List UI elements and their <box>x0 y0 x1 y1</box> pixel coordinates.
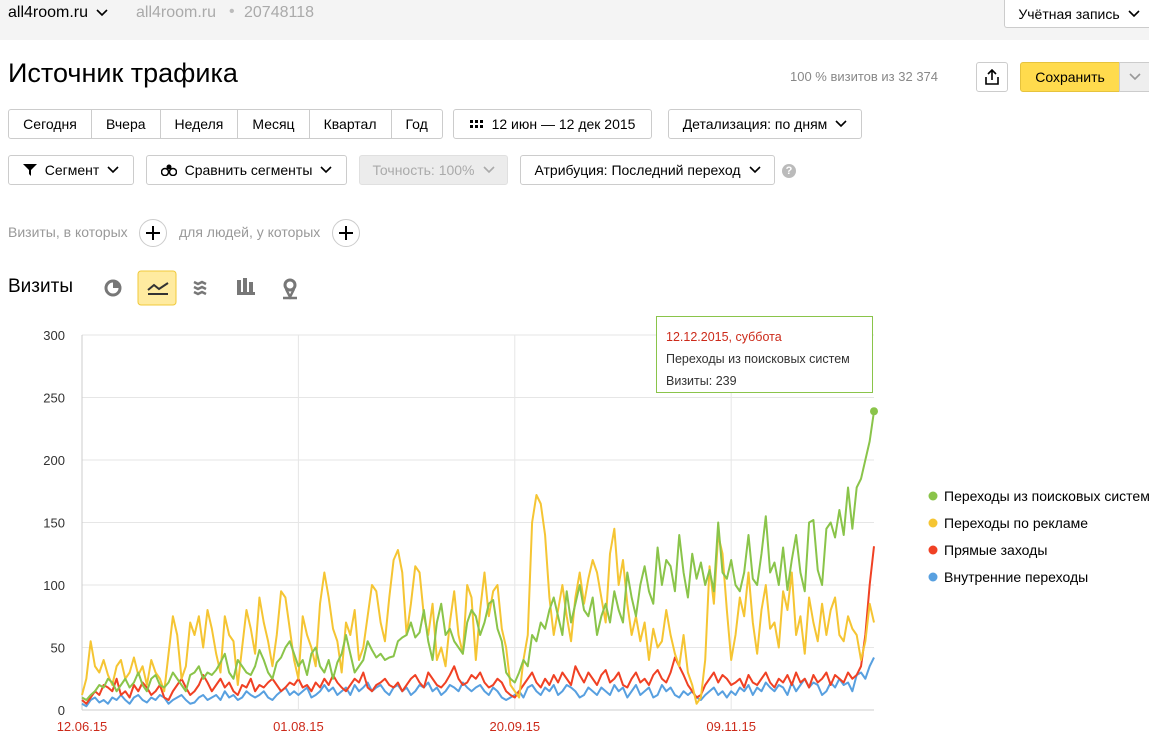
add-people-condition[interactable] <box>332 219 360 247</box>
x-tick-label: 12.06.15 <box>57 719 108 733</box>
plus-icon <box>339 226 353 240</box>
legend-label: Внутренние переходы <box>944 569 1088 585</box>
line-icon[interactable] <box>147 282 169 295</box>
detail-label[interactable]: Детализация: по дням <box>682 116 828 132</box>
share-button[interactable] <box>976 62 1008 92</box>
series-line <box>81 546 875 705</box>
account-label[interactable]: Учётная запись <box>1018 5 1120 22</box>
plus-icon <box>146 226 160 240</box>
site-name[interactable]: all4room.ru <box>8 4 89 21</box>
legend-marker <box>928 545 938 555</box>
bar-icon[interactable] <box>237 278 255 295</box>
chevron <box>107 166 119 174</box>
account-button[interactable]: Учётная запись <box>1004 0 1149 28</box>
detail-button[interactable]: Детализация: по дням <box>668 109 862 139</box>
save-button[interactable]: Сохранить <box>1020 62 1120 92</box>
legend-marker <box>928 518 938 528</box>
top-bar <box>0 0 1149 40</box>
tooltip-series: Переходы из поисковых систем <box>666 352 850 366</box>
tooltip: 12.12.2015, суббота Переходы из поисковы… <box>656 316 873 393</box>
highlight-point <box>870 407 878 416</box>
chevron <box>1128 9 1140 17</box>
y-tick-label: 50 <box>51 641 65 656</box>
site-secondary: all4room.ru <box>136 4 217 21</box>
y-tick-label: 150 <box>43 516 65 531</box>
chevron <box>482 166 495 174</box>
tooltip-value: Визиты: 239 <box>666 374 737 388</box>
legend-label: Переходы по рекламе <box>944 515 1088 531</box>
legend-label: Переходы из поисковых систем <box>944 488 1149 504</box>
period-button[interactable]: Вчера <box>91 110 160 138</box>
chart-heading: Визиты <box>8 276 73 297</box>
compare-icon <box>160 164 177 176</box>
area-icon[interactable] <box>193 280 207 296</box>
legend-marker <box>928 491 938 501</box>
attribution-button[interactable]: Атрибуция: Последний переход <box>520 155 775 185</box>
period-button[interactable]: Год <box>390 110 442 138</box>
accuracy-button: Точность: 100% <box>359 155 508 185</box>
accuracy-label: Точность: 100% <box>372 162 475 178</box>
map-icon[interactable] <box>283 278 297 300</box>
compare-label[interactable]: Сравнить сегменты <box>184 162 313 178</box>
help-icon[interactable]: ? <box>782 164 796 178</box>
compare-button[interactable]: Сравнить сегменты <box>146 155 347 185</box>
legend-label: Прямые заходы <box>944 542 1047 558</box>
save-menu[interactable] <box>1119 62 1149 92</box>
x-tick-label: 01.08.15 <box>273 719 324 733</box>
period-button[interactable]: Неделя <box>159 110 238 138</box>
calendar-icon <box>469 120 483 128</box>
x-tick-label: 09.11.15 <box>706 719 756 733</box>
site-selector[interactable]: all4room.ru <box>8 4 108 22</box>
date-range-button[interactable]: 12 июн — 12 дек 2015 <box>453 109 652 139</box>
filter-people: для людей, у которых <box>179 224 321 240</box>
series-line <box>81 494 875 705</box>
x-tick-label: 20.09.15 <box>489 719 540 733</box>
filter-visits: Визиты, в которых <box>8 224 128 240</box>
series-line <box>81 657 875 708</box>
series-line <box>81 411 875 701</box>
segment-button[interactable]: Сегмент <box>8 155 134 185</box>
chevron <box>320 166 332 174</box>
pie-icon[interactable] <box>104 279 122 297</box>
y-tick-label: 300 <box>43 328 65 343</box>
chevron <box>96 9 108 17</box>
tooltip-date: 12.12.2015, суббота <box>666 330 782 344</box>
summary: 100 % визитов из 32 374 <box>790 69 939 84</box>
chevron <box>835 120 847 128</box>
y-tick-label: 0 <box>58 703 65 718</box>
chart-type-switcher <box>104 270 297 306</box>
period-button[interactable]: Квартал <box>308 110 391 138</box>
filter-icon <box>22 164 37 176</box>
legend-marker <box>928 572 938 582</box>
date-range[interactable]: 12 июн — 12 дек 2015 <box>491 116 636 132</box>
separator-dot: • <box>229 3 235 20</box>
chevron <box>1129 73 1141 81</box>
chevron <box>748 166 761 174</box>
counter-id: 20748118 <box>244 4 314 21</box>
period-button[interactable]: Сегодня <box>23 116 77 132</box>
period-button[interactable]: Месяц <box>237 110 308 138</box>
y-tick-label: 200 <box>43 453 65 468</box>
segment-label[interactable]: Сегмент <box>44 162 100 178</box>
attribution-label[interactable]: Атрибуция: Последний переход <box>534 162 741 178</box>
share-icon <box>985 69 999 85</box>
y-tick-label: 100 <box>43 578 65 593</box>
period-group: Сегодня Вчера Неделя Месяц Квартал Год <box>8 109 443 139</box>
add-visit-condition[interactable] <box>139 219 167 247</box>
y-tick-label: 250 <box>43 391 65 406</box>
save-label[interactable]: Сохранить <box>1035 69 1105 85</box>
page-title: Источник трафика <box>8 58 238 88</box>
